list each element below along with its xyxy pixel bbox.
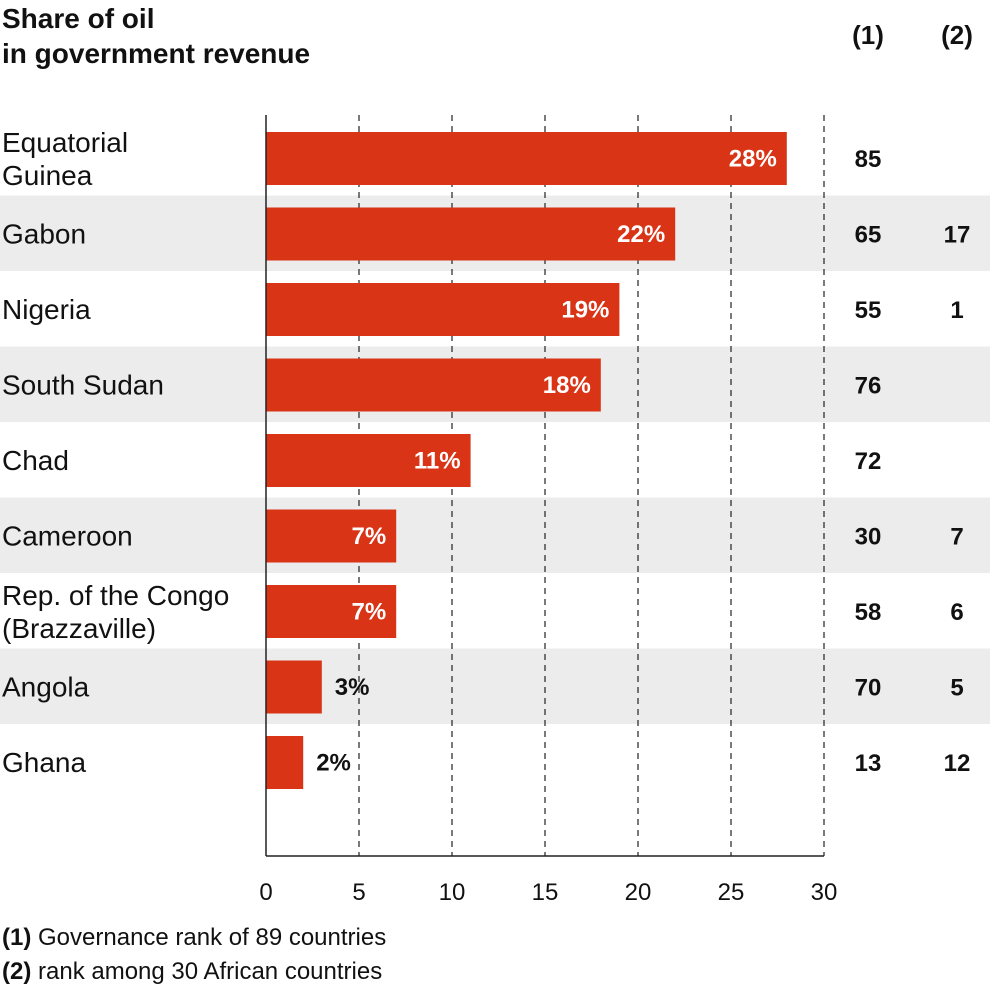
x-tick-label: 0 [259,879,272,906]
chart-title-line: Share of oil [2,3,154,34]
x-tick-label: 25 [718,879,745,906]
row-stripe [0,648,990,724]
rank-governance: 65 [855,221,882,248]
bar-value-label: 11% [414,448,461,475]
x-tick-label: 10 [439,879,466,906]
country-label: Angola [2,671,90,702]
rank-africa: 17 [944,221,971,248]
bar [266,132,787,185]
country-label: South Sudan [2,369,164,400]
chart-title-line: in government revenue [2,38,310,69]
rank-africa: 6 [950,599,963,626]
bar-value-label: 7% [352,523,387,550]
footnote: (2) rank among 30 African countries [2,958,382,985]
x-tick-label: 20 [625,879,652,906]
bar [266,283,620,336]
rank-governance: 72 [855,448,882,475]
bar [266,207,676,261]
bar [266,736,304,789]
rank-governance: 30 [855,523,882,550]
bar-value-label: 22% [617,221,665,248]
bar-value-label: 28% [729,146,777,173]
footnote: (1) Governance rank of 89 countries [2,924,386,951]
rank-governance: 70 [855,674,882,701]
rank-governance: 58 [855,599,882,626]
rank-governance: 13 [855,750,882,777]
country-label: Ghana [2,747,86,778]
rank-africa: 1 [950,297,963,324]
bar [266,358,601,412]
rank-africa: 12 [944,750,971,777]
bar-value-label: 18% [543,372,591,399]
bar-value-label: 2% [316,750,351,777]
rank-governance: 55 [855,297,882,324]
country-label: Rep. of the Congo (Brazzaville) [2,580,229,644]
country-label: Cameroon [2,520,133,551]
x-tick-label: 15 [532,879,559,906]
x-tick-label: 5 [352,879,365,906]
rank-africa: 7 [950,523,963,550]
country-label: Gabon [2,218,86,249]
bar [266,509,397,563]
bar [266,434,471,487]
column-header: (2) [941,20,973,50]
bar-value-label: 19% [561,297,609,324]
x-tick-label: 30 [811,879,838,906]
rank-africa: 5 [950,674,963,701]
country-label: Equatorial Guinea [2,127,128,191]
bar [266,660,322,714]
bar-value-label: 3% [335,674,370,701]
country-label: Nigeria [2,294,91,325]
rank-governance: 76 [855,372,882,399]
country-label: Chad [2,445,69,476]
column-header: (1) [852,20,884,50]
bar-value-label: 7% [352,599,387,626]
bar [266,585,397,638]
rank-governance: 85 [855,146,882,173]
row-stripe [0,497,990,573]
